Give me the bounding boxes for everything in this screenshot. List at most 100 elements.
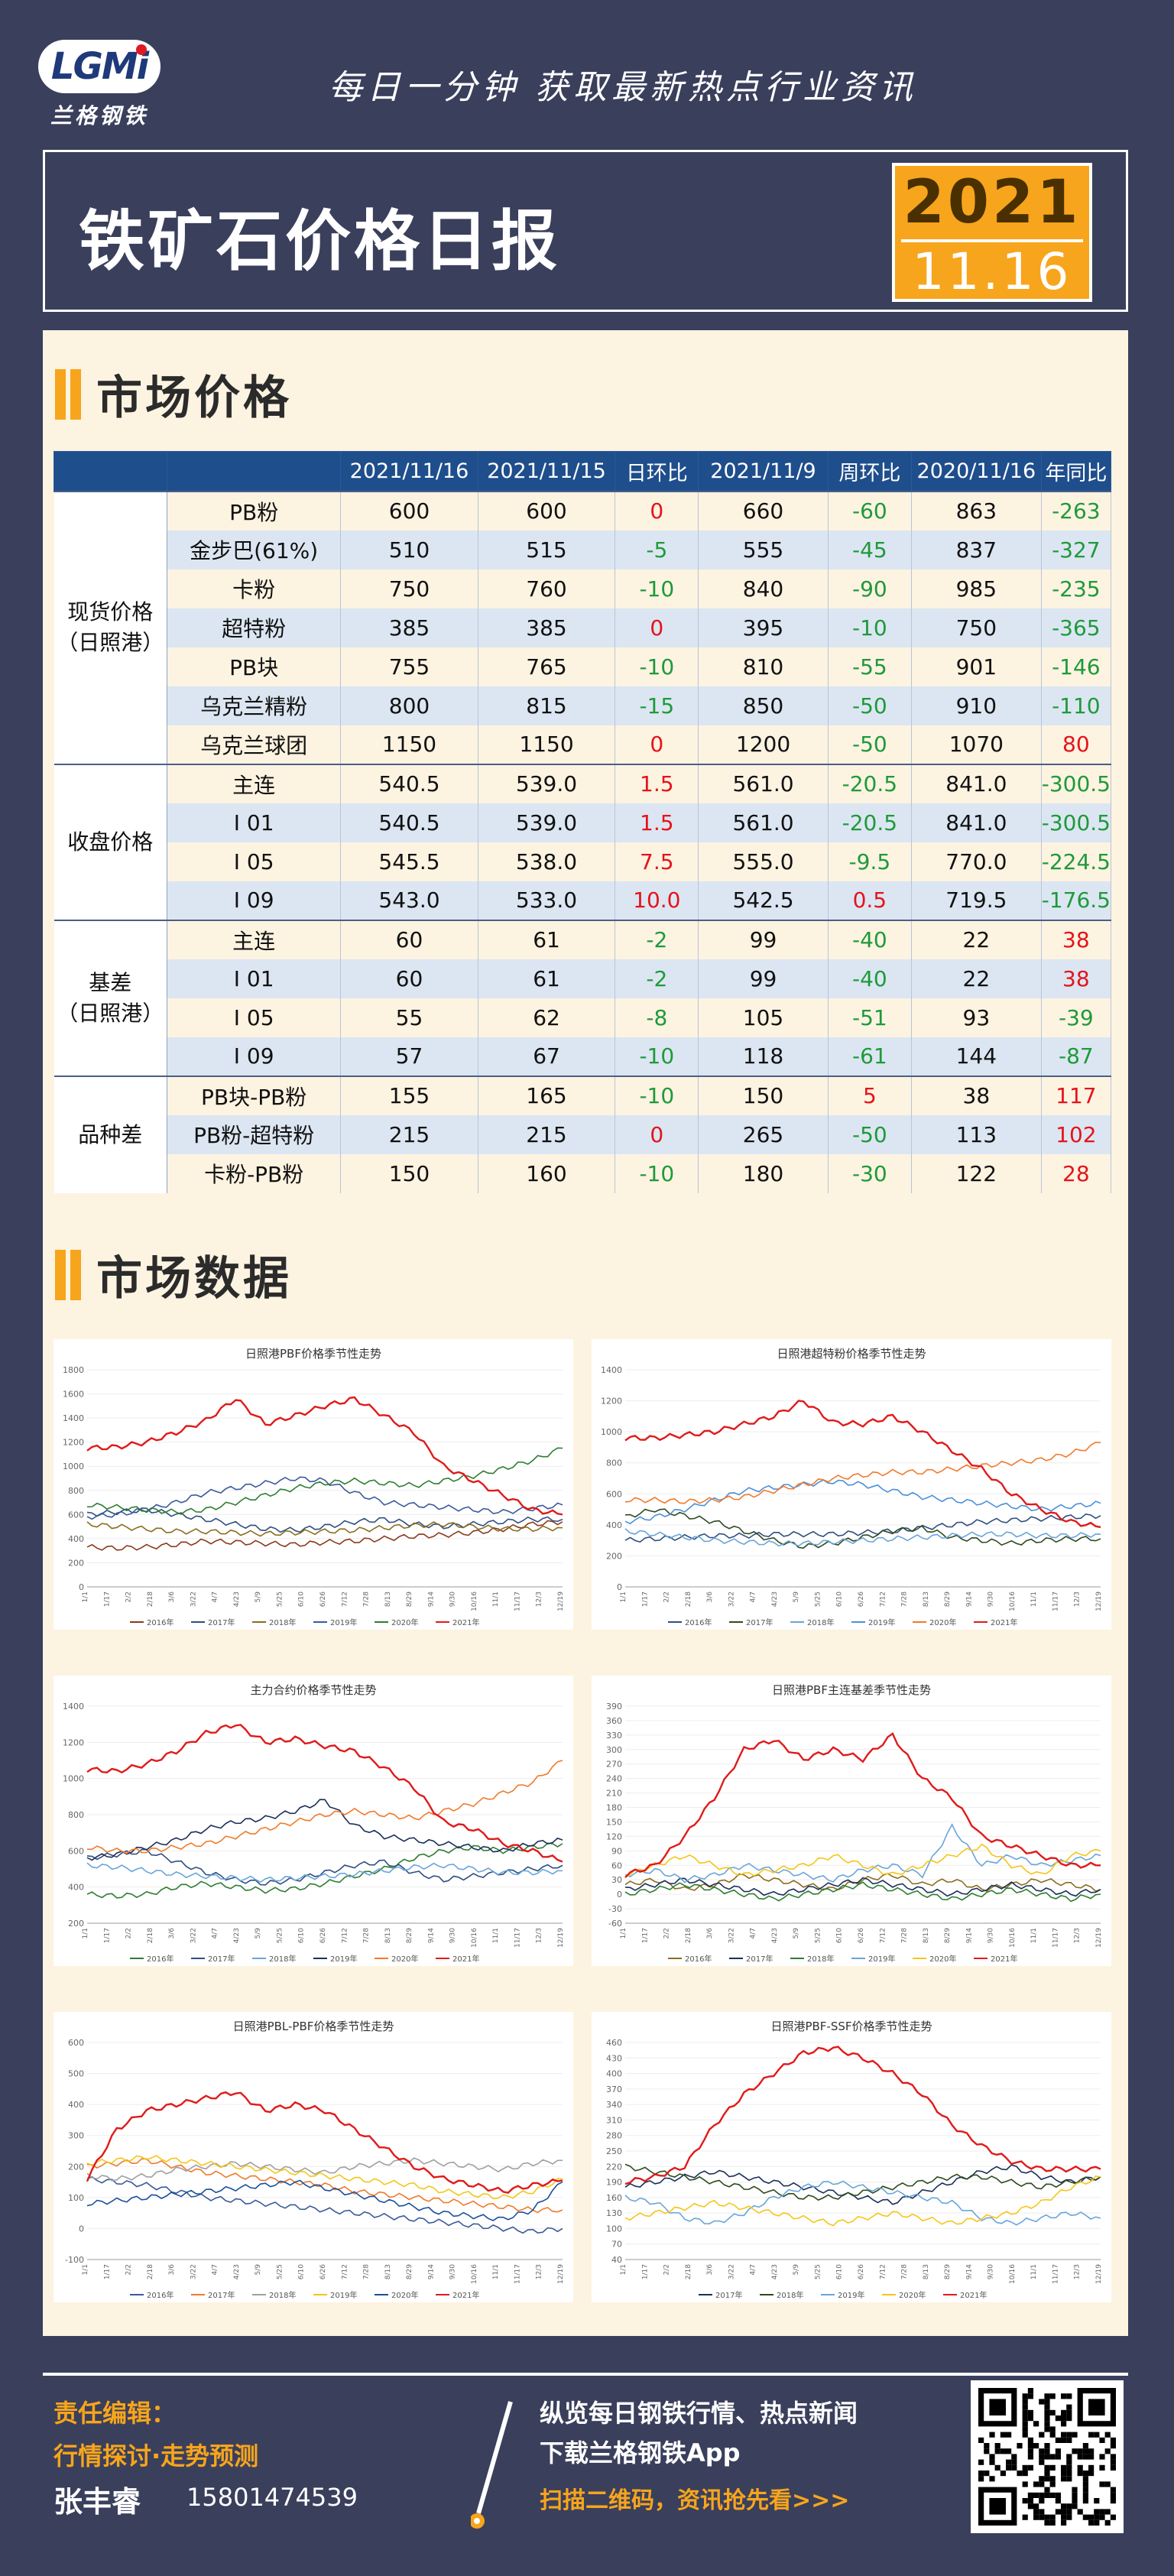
item-name: PB粉 xyxy=(167,490,342,530)
x-tick-label: 2/2 xyxy=(663,2264,671,2275)
x-tick-label: 11/17 xyxy=(1052,2264,1059,2284)
chart-svg: 日照港超特粉价格季节性走势 0 200 400 600 800 1000 1200 1400 1/… xyxy=(601,1347,1103,1627)
legend-label: 2021年 xyxy=(991,1617,1017,1627)
table-row: I 05 55 62 -8 105 -51 93 -39 xyxy=(54,998,1112,1037)
y-tick-label: 390 xyxy=(606,1702,622,1711)
date-month-day: 11.16 xyxy=(912,242,1072,301)
x-tick-label: 12/3 xyxy=(1074,1928,1082,1943)
x-tick-label: 1/1 xyxy=(82,1928,89,1938)
x-tick-label: 8/13 xyxy=(923,2264,930,2279)
chart-pbl-pbf: 日照港PBL-PBF价格季节性走势 -100 0 100 200 300 400 500 600… xyxy=(54,2012,573,2302)
y-tick-label: 600 xyxy=(68,1510,84,1520)
legend-label: 2018年 xyxy=(777,2290,803,2300)
series-line xyxy=(86,1724,563,1863)
y-tick-label: 400 xyxy=(606,2069,622,2079)
table-cell: 38 xyxy=(1041,919,1112,959)
chart-svg: 日照港PBF主连基差季节性走势 -60 -30 0 30 60 90 120 150 180 210… xyxy=(606,1683,1103,1964)
table-header-cell: 2021/11/16 xyxy=(340,451,478,492)
x-tick-label: 8/29 xyxy=(944,1591,952,1607)
table-cell: 28 xyxy=(1041,1153,1112,1193)
x-tick-label: 2/2 xyxy=(125,1928,133,1938)
y-tick-label: 600 xyxy=(606,1489,622,1499)
series-line xyxy=(86,1862,563,1883)
table-header-row: 2021/11/16 2021/11/15 日环比 2021/11/9 周环比 2020/… xyxy=(53,451,1112,492)
x-tick-label: 3/6 xyxy=(168,1591,176,1603)
legend-label: 2019年 xyxy=(838,2290,864,2300)
scan-qr-link[interactable]: 扫描二维码，资讯抢先看>>> xyxy=(540,2487,850,2514)
series-line xyxy=(86,2157,563,2182)
qr-code[interactable] xyxy=(971,2380,1124,2533)
table-cell: 515 xyxy=(478,530,616,569)
table-cell: 841.0 xyxy=(911,803,1042,842)
table-header-cell: 2021/11/9 xyxy=(698,451,829,492)
item-name: I 05 xyxy=(167,842,342,881)
section-title: 市场价格 xyxy=(96,371,292,425)
x-tick-label: 10/16 xyxy=(1009,1928,1017,1948)
legend-label: 2017年 xyxy=(746,1617,773,1627)
table-header-cell xyxy=(167,451,342,492)
y-tick-label: 40 xyxy=(611,2255,622,2265)
table-cell: 1200 xyxy=(698,725,829,764)
table-cell: 265 xyxy=(698,1114,829,1154)
y-tick-label: 1400 xyxy=(601,1365,622,1375)
group-label: 基差 （日照港） xyxy=(54,919,168,1076)
table-cell: 160 xyxy=(478,1153,616,1193)
item-name: 超特粉 xyxy=(167,608,342,647)
table-cell: -9.5 xyxy=(828,842,912,881)
table-cell: 93 xyxy=(911,998,1042,1037)
item-name: 主连 xyxy=(167,763,342,803)
y-tick-label: 270 xyxy=(606,1760,622,1770)
table-cell: -40 xyxy=(828,959,912,998)
y-tick-label: 1600 xyxy=(63,1390,84,1400)
legend-label: 2018年 xyxy=(269,1617,296,1627)
y-tick-label: 1000 xyxy=(601,1427,622,1437)
table-cell: 840 xyxy=(698,569,829,608)
chart-pbf-seasonal: 日照港PBF价格季节性走势 0 200 400 600 800 1000 1200 1400 16… xyxy=(54,1339,573,1630)
series-line xyxy=(624,1400,1101,1529)
series-line xyxy=(624,1873,1101,1893)
table-row: 基差 （日照港） 主连 60 61 -2 99 -40 22 38 xyxy=(54,919,1112,1076)
table-cell: 5 xyxy=(828,1075,912,1115)
series-line xyxy=(624,1843,1101,1878)
app-line-2: 下载兰格钢铁App xyxy=(540,2438,741,2467)
legend-label: 2021年 xyxy=(452,1954,479,1964)
table-cell: 215 xyxy=(340,1114,478,1154)
table-cell: 144 xyxy=(911,1037,1042,1076)
legend-label: 2017年 xyxy=(715,2290,742,2300)
section-header-data: 市场数据 xyxy=(55,1241,292,1308)
table-cell: -327 xyxy=(1041,530,1112,569)
y-tick-label: 1000 xyxy=(63,1774,84,1784)
x-tick-label: 11/1 xyxy=(492,1591,500,1607)
y-tick-label: 360 xyxy=(606,1716,622,1726)
chart-basis: 日照港PBF主连基差季节性走势 -60 -30 0 30 60 90 120 150 180 210… xyxy=(592,1676,1111,1966)
item-name: I 05 xyxy=(167,998,342,1037)
x-tick-label: 4/23 xyxy=(771,2264,779,2279)
table-cell: 10.0 xyxy=(615,881,699,920)
y-tick-label: 1200 xyxy=(63,1737,84,1747)
table-cell: 901 xyxy=(911,647,1042,686)
x-tick-label: 7/28 xyxy=(901,1591,909,1607)
x-tick-label: 10/16 xyxy=(471,2264,478,2284)
x-tick-label: 4/7 xyxy=(212,2264,219,2275)
table-cell: 810 xyxy=(698,647,829,686)
legend-label: 2016年 xyxy=(147,1954,174,1964)
x-tick-label: 2/18 xyxy=(685,1591,692,1607)
table-cell: 660 xyxy=(698,490,829,530)
x-tick-label: 8/13 xyxy=(923,1928,930,1943)
table-cell: 385 xyxy=(340,608,478,647)
x-tick-label: 1/17 xyxy=(103,2264,111,2279)
table-cell: 561.0 xyxy=(698,763,829,803)
item-name: 卡粉-PB粉 xyxy=(167,1153,342,1193)
y-tick-label: 220 xyxy=(606,2162,622,2172)
table-cell: -60 xyxy=(828,490,912,530)
table-cell: 533.0 xyxy=(478,881,616,920)
x-tick-label: 12/3 xyxy=(1074,1591,1082,1607)
y-tick-label: 1200 xyxy=(63,1438,84,1448)
series-line xyxy=(86,1476,563,1520)
table-cell: 102 xyxy=(1041,1114,1112,1154)
table-cell: 180 xyxy=(698,1153,829,1193)
series-line xyxy=(624,1881,1101,1903)
table-cell: 99 xyxy=(698,919,829,959)
y-tick-label: 0 xyxy=(79,2224,84,2234)
x-tick-label: 6/10 xyxy=(836,2264,844,2279)
